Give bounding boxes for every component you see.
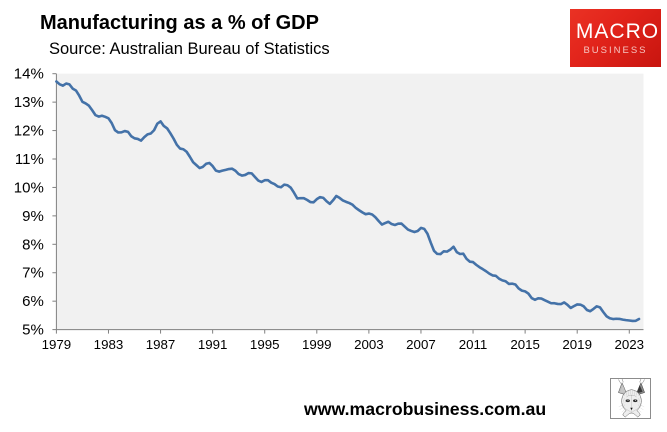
- svg-text:11%: 11%: [15, 151, 44, 168]
- svg-text:2015: 2015: [510, 337, 540, 352]
- svg-text:2019: 2019: [562, 337, 592, 352]
- svg-text:1999: 1999: [302, 337, 332, 352]
- svg-text:8%: 8%: [22, 236, 44, 253]
- svg-text:13%: 13%: [14, 94, 44, 111]
- svg-text:12%: 12%: [14, 123, 44, 140]
- svg-text:1983: 1983: [94, 337, 124, 352]
- svg-text:10%: 10%: [14, 179, 44, 196]
- svg-text:1987: 1987: [146, 337, 176, 352]
- svg-text:6%: 6%: [22, 293, 44, 310]
- svg-text:1991: 1991: [198, 337, 228, 352]
- svg-text:5%: 5%: [22, 322, 44, 339]
- svg-text:1979: 1979: [42, 337, 72, 352]
- svg-text:2007: 2007: [406, 337, 436, 352]
- svg-text:14%: 14%: [14, 66, 44, 83]
- svg-text:2023: 2023: [614, 337, 644, 352]
- svg-text:9%: 9%: [22, 208, 44, 225]
- svg-text:2003: 2003: [354, 337, 384, 352]
- svg-text:2011: 2011: [459, 337, 488, 352]
- svg-text:1995: 1995: [250, 337, 280, 352]
- svg-text:7%: 7%: [22, 265, 44, 282]
